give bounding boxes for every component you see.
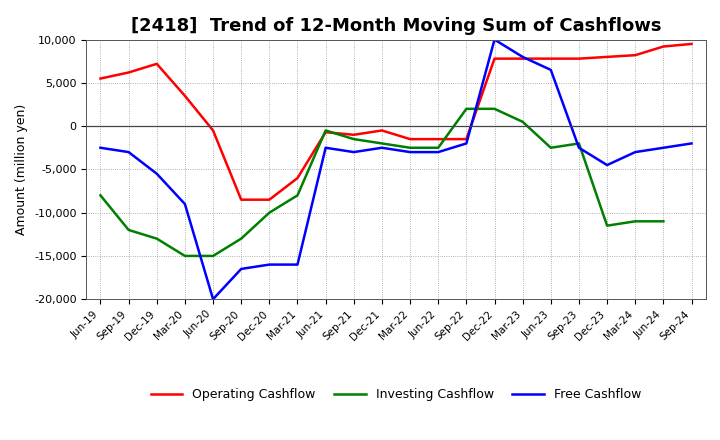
Operating Cashflow <box>237 197 246 202</box>
Investing Cashflow <box>96 193 105 198</box>
Y-axis label: Amount (million yen): Amount (million yen) <box>16 104 29 235</box>
Free Cashflow <box>546 67 555 73</box>
Legend: Operating Cashflow, Investing Cashflow, Free Cashflow: Operating Cashflow, Investing Cashflow, … <box>146 383 646 406</box>
Investing Cashflow <box>125 227 133 233</box>
Operating Cashflow <box>377 128 386 133</box>
Investing Cashflow <box>659 219 667 224</box>
Operating Cashflow <box>631 52 639 58</box>
Free Cashflow <box>209 297 217 302</box>
Investing Cashflow <box>462 106 471 111</box>
Line: Investing Cashflow: Investing Cashflow <box>101 109 663 256</box>
Free Cashflow <box>490 37 499 42</box>
Free Cashflow <box>377 145 386 150</box>
Investing Cashflow <box>349 136 358 142</box>
Operating Cashflow <box>349 132 358 137</box>
Free Cashflow <box>406 150 415 155</box>
Operating Cashflow <box>518 56 527 61</box>
Title: [2418]  Trend of 12-Month Moving Sum of Cashflows: [2418] Trend of 12-Month Moving Sum of C… <box>131 17 661 35</box>
Operating Cashflow <box>434 136 443 142</box>
Free Cashflow <box>575 145 583 150</box>
Free Cashflow <box>349 150 358 155</box>
Free Cashflow <box>125 150 133 155</box>
Operating Cashflow <box>265 197 274 202</box>
Investing Cashflow <box>153 236 161 241</box>
Free Cashflow <box>518 54 527 59</box>
Operating Cashflow <box>603 54 611 59</box>
Operating Cashflow <box>293 176 302 181</box>
Investing Cashflow <box>518 119 527 125</box>
Investing Cashflow <box>237 236 246 241</box>
Operating Cashflow <box>546 56 555 61</box>
Investing Cashflow <box>265 210 274 215</box>
Free Cashflow <box>462 141 471 146</box>
Operating Cashflow <box>181 93 189 99</box>
Investing Cashflow <box>293 193 302 198</box>
Operating Cashflow <box>490 56 499 61</box>
Free Cashflow <box>631 150 639 155</box>
Operating Cashflow <box>125 70 133 75</box>
Free Cashflow <box>293 262 302 267</box>
Free Cashflow <box>603 162 611 168</box>
Free Cashflow <box>265 262 274 267</box>
Investing Cashflow <box>321 128 330 133</box>
Free Cashflow <box>96 145 105 150</box>
Investing Cashflow <box>490 106 499 111</box>
Free Cashflow <box>153 171 161 176</box>
Operating Cashflow <box>96 76 105 81</box>
Operating Cashflow <box>406 136 415 142</box>
Investing Cashflow <box>575 141 583 146</box>
Investing Cashflow <box>377 141 386 146</box>
Operating Cashflow <box>321 129 330 135</box>
Investing Cashflow <box>603 223 611 228</box>
Free Cashflow <box>434 150 443 155</box>
Operating Cashflow <box>687 41 696 47</box>
Free Cashflow <box>321 145 330 150</box>
Operating Cashflow <box>209 128 217 133</box>
Investing Cashflow <box>434 145 443 150</box>
Free Cashflow <box>659 145 667 150</box>
Investing Cashflow <box>631 219 639 224</box>
Investing Cashflow <box>406 145 415 150</box>
Line: Operating Cashflow: Operating Cashflow <box>101 44 691 200</box>
Operating Cashflow <box>462 136 471 142</box>
Free Cashflow <box>687 141 696 146</box>
Line: Free Cashflow: Free Cashflow <box>101 40 691 299</box>
Operating Cashflow <box>153 61 161 66</box>
Operating Cashflow <box>659 44 667 49</box>
Free Cashflow <box>237 266 246 271</box>
Investing Cashflow <box>209 253 217 259</box>
Investing Cashflow <box>181 253 189 259</box>
Operating Cashflow <box>575 56 583 61</box>
Free Cashflow <box>181 202 189 207</box>
Investing Cashflow <box>546 145 555 150</box>
